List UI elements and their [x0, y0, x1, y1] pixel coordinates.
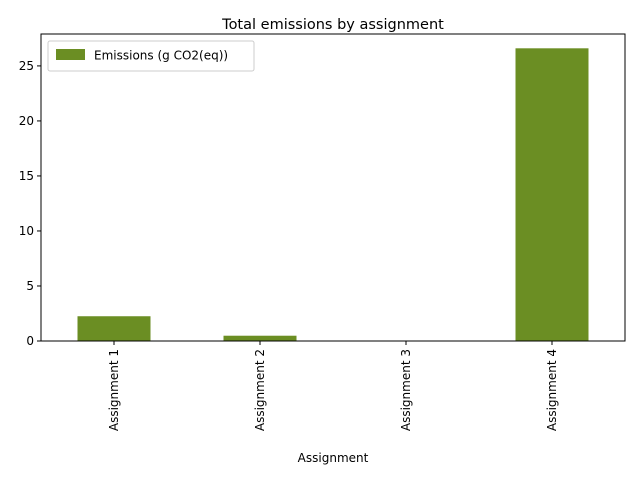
legend: Emissions (g CO2(eq)) [47, 40, 255, 72]
x-tick-label: Assignment 3 [399, 349, 413, 431]
y-tick-label: 20 [19, 114, 34, 128]
bars-layer [77, 48, 589, 342]
y-tick-label: 25 [19, 59, 34, 73]
x-tick-label: Assignment 4 [545, 349, 559, 431]
plot-frame [40, 33, 626, 342]
legend-swatch [56, 49, 85, 60]
chart-title: Total emissions by assignment [221, 17, 444, 33]
y-axis-ticks: 0 5 10 15 20 25 [19, 59, 41, 348]
y-tick-label: 5 [26, 279, 34, 293]
x-axis-ticks: Assignment 1 Assignment 2 Assignment 3 Assi… [107, 341, 559, 431]
legend-label: Emissions (g CO2(eq)) [94, 49, 228, 63]
x-tick-label: Assignment 1 [107, 349, 121, 431]
bar-2 [223, 335, 297, 341]
x-tick-label: Assignment 2 [253, 349, 267, 431]
x-axis-label: Assignment [298, 451, 369, 465]
y-tick-label: 15 [19, 169, 34, 183]
y-tick-label: 10 [19, 224, 34, 238]
y-tick-label: 0 [26, 334, 34, 348]
legend-box [47, 40, 255, 72]
bar-4 [515, 48, 589, 342]
bar-1 [77, 316, 151, 341]
